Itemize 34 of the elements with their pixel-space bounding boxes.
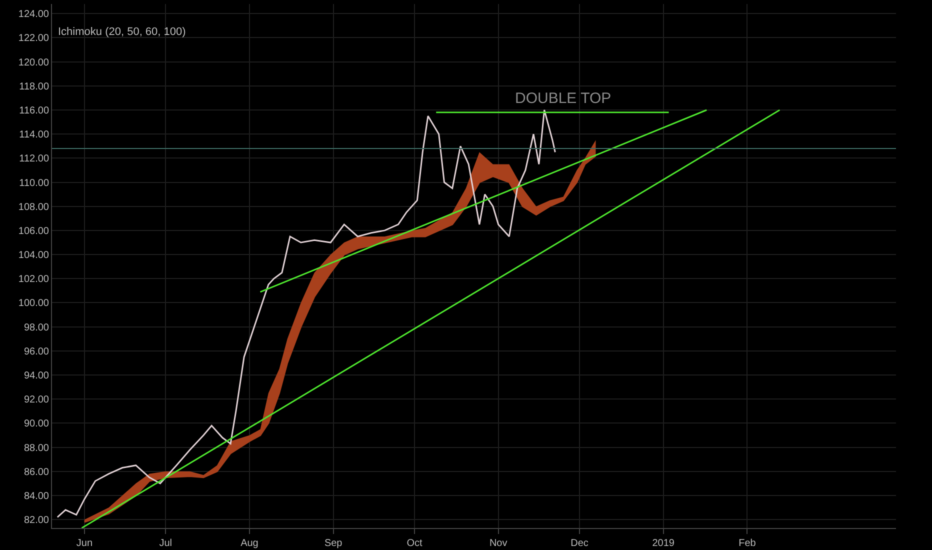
x-tick-label: Aug	[240, 538, 258, 549]
x-tick-label: Jun	[76, 538, 93, 549]
x-tick-label: Jul	[159, 538, 172, 549]
x-tick-label: Nov	[489, 538, 508, 549]
x-tick-label: 2019	[652, 538, 675, 549]
x-tick-label: Feb	[738, 538, 756, 549]
annotation: DOUBLE TOP	[515, 90, 612, 107]
y-tick-label: 102.00	[18, 274, 50, 286]
y-tick-label: 82.00	[24, 515, 50, 526]
y-tick-label: 96.00	[24, 346, 50, 358]
x-tick-label: Oct	[406, 538, 422, 549]
y-tick-label: 106.00	[18, 226, 50, 237]
y-tick-label: 94.00	[24, 370, 50, 382]
y-tick-label: 124.00	[18, 9, 50, 20]
y-tick-label: 118.00	[19, 81, 50, 92]
y-tick-label: 84.00	[24, 490, 50, 502]
y-tick-label: 100.00	[18, 298, 50, 310]
y-tick-label: 120.00	[18, 57, 50, 68]
x-tick-label: Dec	[570, 538, 588, 549]
y-tick-label: 104.00	[18, 250, 50, 262]
y-tick-label: 88.00	[24, 442, 50, 454]
y-tick-label: 112.00	[19, 154, 50, 165]
y-tick-label: 116.00	[19, 106, 50, 116]
y-tick-label: 114.00	[19, 130, 50, 141]
line-series	[56, 109, 556, 518]
y-tick-label: 92.00	[24, 394, 50, 406]
y-tick-label: 90.00	[24, 418, 50, 430]
text: Ichimoku (20, 50, 60, 100)	[58, 26, 186, 38]
y-tick-label: 98.00	[24, 322, 50, 334]
y-tick-label: 86.00	[24, 466, 50, 478]
y-tick-label: 110.00	[19, 178, 50, 189]
y-tick-label: 108.00	[18, 202, 50, 213]
x-tick-label: Sep	[324, 538, 343, 549]
y-tick-label: 122.00	[18, 33, 50, 44]
